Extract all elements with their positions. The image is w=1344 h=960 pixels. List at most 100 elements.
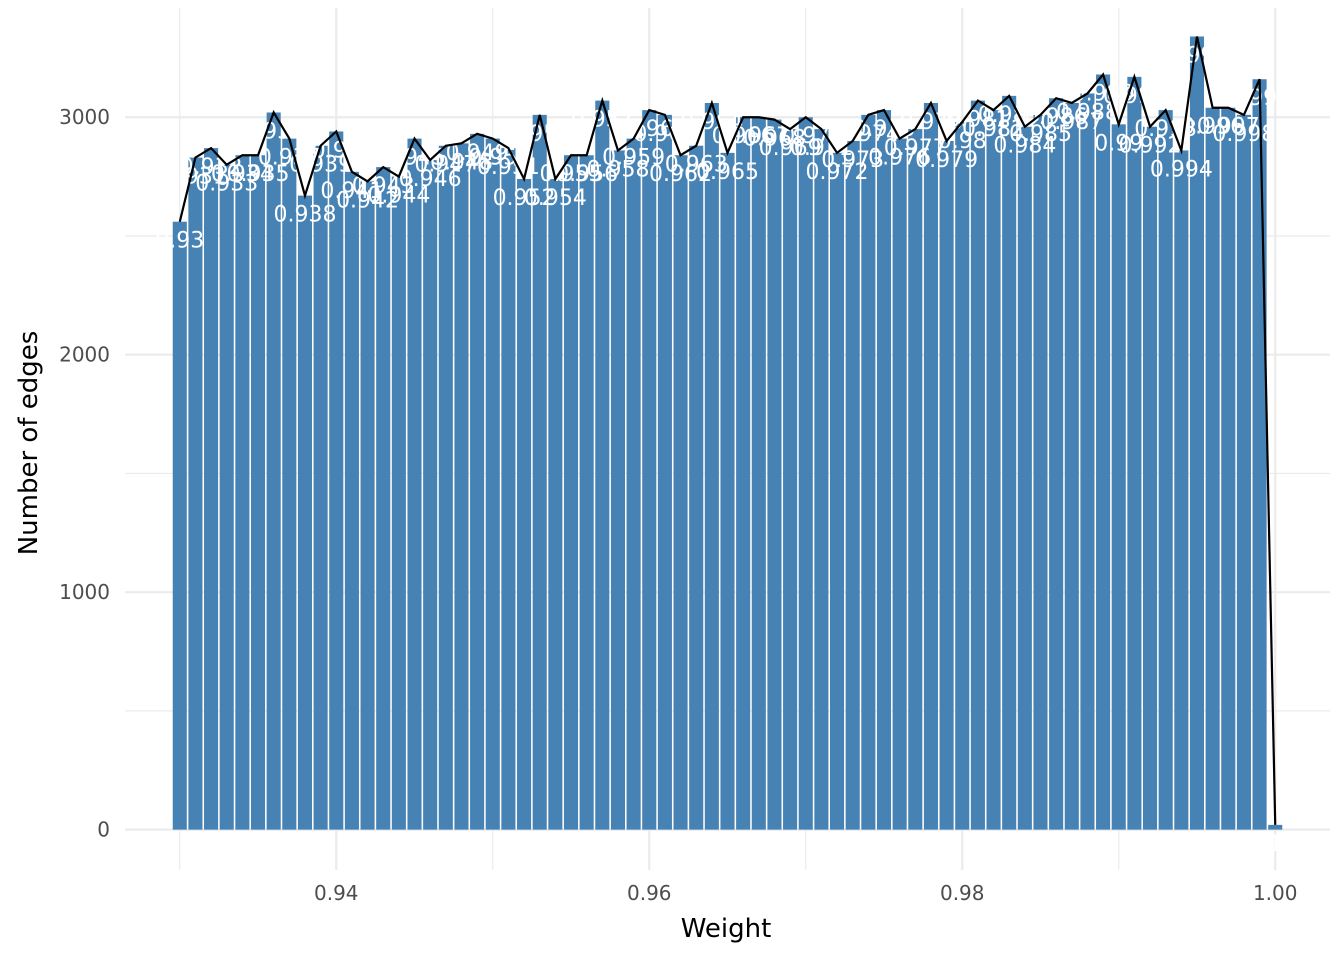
bar-label: 0.935 xyxy=(227,162,290,187)
bar-label: 0.936 xyxy=(242,119,305,144)
bar xyxy=(297,195,313,830)
bar xyxy=(407,138,422,830)
bar xyxy=(532,114,547,830)
bar xyxy=(250,155,266,830)
bar-label: 0.985 xyxy=(1009,122,1072,147)
bar-label: 0.973 xyxy=(821,148,884,173)
bar-label: 0.974 xyxy=(837,122,900,147)
bar xyxy=(1002,95,1017,830)
y-axis-ticks: 0 1000 2000 3000 xyxy=(59,105,110,841)
bar-label: 0.993 xyxy=(1134,117,1197,142)
bar xyxy=(610,150,625,830)
bar-label: 0.953 xyxy=(508,122,571,147)
y-tick-label: 1000 xyxy=(59,580,110,604)
x-tick-label: 1.00 xyxy=(1253,881,1298,905)
bar xyxy=(438,145,453,830)
bar xyxy=(1268,824,1283,830)
x-axis-ticks: 0.94 0.96 0.98 1.00 xyxy=(314,881,1297,905)
bar xyxy=(235,155,250,830)
x-tick-label: 0.96 xyxy=(627,881,672,905)
bar xyxy=(1158,110,1173,830)
bar-label: 0.962 xyxy=(649,162,712,187)
bar-label: 0.964 xyxy=(680,110,743,135)
bar xyxy=(548,178,563,830)
bar-label: 0.982 xyxy=(962,117,1025,142)
bar xyxy=(1017,126,1032,830)
bar-label: 0.988 xyxy=(1056,100,1119,125)
bar xyxy=(204,148,219,830)
bar xyxy=(501,148,516,830)
bar-label: 0.958 xyxy=(586,157,649,182)
bar xyxy=(1205,107,1220,830)
bar-label: 0.937 xyxy=(258,146,321,171)
bar-label: 0.968 xyxy=(743,127,806,152)
bar-label: 0.972 xyxy=(806,160,869,185)
bar-label: 0.933 xyxy=(195,172,258,197)
bar xyxy=(1033,114,1048,830)
bar-label: 0.99 xyxy=(1094,131,1143,156)
bar xyxy=(767,119,782,830)
bar xyxy=(704,102,719,830)
bar xyxy=(923,102,938,830)
bar xyxy=(391,176,406,830)
bar-label: 0.954 xyxy=(524,186,587,211)
bar-label: 0.995 xyxy=(1165,43,1228,68)
bar-label: 0.957 xyxy=(571,108,634,133)
bar xyxy=(689,145,704,830)
bar xyxy=(595,100,610,830)
bar-label: 0.989 xyxy=(1072,81,1135,106)
bar-label: 0.998 xyxy=(1212,122,1275,147)
bar-labels: 0.930.9310.9320.9330.9340.9350.9360.9370… xyxy=(155,43,1291,856)
bar xyxy=(626,138,641,830)
bar xyxy=(360,181,375,830)
bar-label: 0.975 xyxy=(853,117,916,142)
bar xyxy=(219,164,234,830)
x-tick-label: 0.94 xyxy=(314,881,359,905)
bar-label: 0.987 xyxy=(1040,110,1103,135)
bar-label: 0.976 xyxy=(868,146,931,171)
bar xyxy=(1111,124,1126,830)
bar-label: 1 xyxy=(1268,832,1282,857)
x-axis-title: Weight xyxy=(681,914,772,944)
bar xyxy=(751,117,766,830)
y-axis-title: Number of edges xyxy=(14,331,44,556)
bar-label: 0.969 xyxy=(759,136,822,161)
bar-label: 0.956 xyxy=(555,162,618,187)
bar xyxy=(720,152,735,830)
bar xyxy=(908,129,923,830)
y-tick-label: 0 xyxy=(97,818,110,842)
bar-label: 0.951 xyxy=(477,155,540,180)
bar xyxy=(861,114,876,830)
bar xyxy=(970,100,985,830)
bar xyxy=(1127,76,1142,830)
bar xyxy=(579,155,594,830)
bar-label: 0.959 xyxy=(602,146,665,171)
bar xyxy=(1049,98,1064,830)
bar xyxy=(642,110,657,830)
bar-label: 0.934 xyxy=(211,162,274,187)
bar xyxy=(1252,79,1267,830)
bar xyxy=(517,178,532,830)
bar xyxy=(313,145,328,830)
bar-label: 0.947 xyxy=(414,153,477,178)
bar xyxy=(892,138,907,830)
y-tick-label: 3000 xyxy=(59,105,110,129)
bar xyxy=(1174,150,1189,830)
bar xyxy=(563,155,579,830)
bar xyxy=(830,152,845,830)
bar xyxy=(266,112,281,830)
bar xyxy=(1221,107,1236,830)
bar-label: 0.984 xyxy=(993,134,1056,159)
bar xyxy=(876,110,892,830)
x-tick-label: 0.98 xyxy=(940,881,985,905)
bar-label: 0.977 xyxy=(884,136,947,161)
bar-label: 0.952 xyxy=(493,186,556,211)
bar-label: 0.944 xyxy=(367,184,430,209)
bar-label: 0.931 xyxy=(164,165,227,190)
bar xyxy=(172,221,187,830)
bar xyxy=(454,143,469,830)
bar xyxy=(344,171,359,830)
bar-label: 0.992 xyxy=(1119,134,1182,159)
bar xyxy=(470,133,485,830)
